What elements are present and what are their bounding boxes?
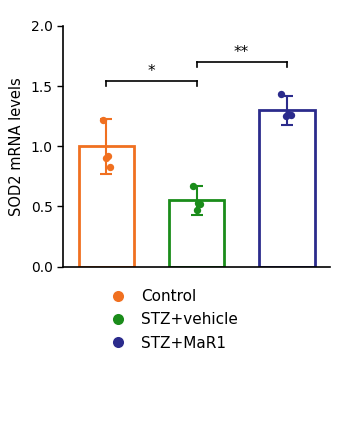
Point bbox=[190, 182, 196, 189]
Text: **: ** bbox=[234, 45, 249, 60]
Bar bbox=[259, 110, 314, 267]
Point bbox=[196, 200, 201, 206]
Bar bbox=[79, 146, 134, 267]
Point bbox=[289, 111, 294, 118]
Point bbox=[100, 116, 106, 123]
Y-axis label: SOD2 mRNA levels: SOD2 mRNA levels bbox=[9, 77, 24, 215]
Legend: Control, STZ+vehicle, STZ+MaR1: Control, STZ+vehicle, STZ+MaR1 bbox=[97, 283, 244, 357]
Point bbox=[107, 163, 113, 170]
Point bbox=[194, 206, 199, 213]
Point bbox=[278, 91, 284, 98]
Point bbox=[283, 113, 289, 120]
Point bbox=[104, 155, 109, 162]
Point bbox=[285, 110, 290, 117]
Bar bbox=[168, 200, 225, 267]
Point bbox=[105, 152, 111, 159]
Point bbox=[197, 200, 203, 207]
Text: *: * bbox=[148, 64, 155, 80]
